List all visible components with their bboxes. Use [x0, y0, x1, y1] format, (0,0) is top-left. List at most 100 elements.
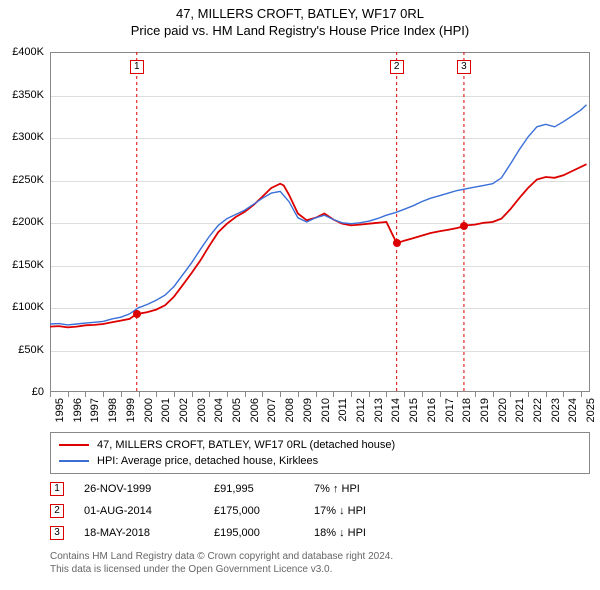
x-tick — [563, 392, 564, 397]
legend-swatch — [59, 460, 89, 462]
x-tick — [316, 392, 317, 397]
x-tick-label: 2005 — [231, 398, 243, 422]
footer-line2: This data is licensed under the Open Gov… — [50, 563, 590, 576]
x-tick-label: 2009 — [302, 398, 314, 422]
x-tick-label: 1995 — [54, 398, 66, 422]
legend-row: 47, MILLERS CROFT, BATLEY, WF17 0RL (det… — [59, 437, 581, 453]
event-row-marker: 2 — [50, 504, 64, 518]
x-tick-label: 2021 — [514, 398, 526, 422]
footer-text: Contains HM Land Registry data © Crown c… — [50, 550, 590, 576]
x-tick-label: 2024 — [567, 398, 579, 422]
x-tick-label: 1996 — [72, 398, 84, 422]
event-row: 126-NOV-1999£91,9957% ↑ HPI — [50, 478, 590, 500]
x-tick-label: 2008 — [284, 398, 296, 422]
legend-label: HPI: Average price, detached house, Kirk… — [97, 455, 318, 467]
x-tick-label: 2025 — [585, 398, 597, 422]
event-row-price: £91,995 — [214, 483, 294, 495]
event-marker-box: 1 — [130, 60, 144, 74]
x-tick — [404, 392, 405, 397]
event-row-price: £175,000 — [214, 505, 294, 517]
x-tick — [298, 392, 299, 397]
x-tick-label: 2002 — [178, 398, 190, 422]
event-row-date: 01-AUG-2014 — [84, 505, 194, 517]
x-tick — [475, 392, 476, 397]
x-tick — [121, 392, 122, 397]
event-row: 3 18-MAY-2018 £195,000 18% ↓ HPI — [50, 522, 590, 544]
events-table: 126-NOV-1999£91,9957% ↑ HPI201-AUG-2014£… — [50, 478, 590, 544]
event-dot — [460, 222, 468, 230]
x-tick-label: 1999 — [125, 398, 137, 422]
x-tick — [457, 392, 458, 397]
x-tick — [262, 392, 263, 397]
event-row-pct: 18% ↓ HPI — [314, 527, 454, 539]
x-tick-label: 2010 — [320, 398, 332, 422]
event-row-pct: 17% ↓ HPI — [314, 505, 454, 517]
legend-row: HPI: Average price, detached house, Kirk… — [59, 453, 581, 469]
x-tick — [581, 392, 582, 397]
series-line-property — [50, 164, 587, 327]
event-row-marker: 3 — [50, 526, 64, 540]
x-tick-label: 2003 — [196, 398, 208, 422]
x-tick-label: 2023 — [550, 398, 562, 422]
x-tick — [440, 392, 441, 397]
x-tick — [156, 392, 157, 397]
event-row-price: £195,000 — [214, 527, 294, 539]
x-tick — [192, 392, 193, 397]
chart-container: 47, MILLERS CROFT, BATLEY, WF17 0RL Pric… — [0, 0, 600, 590]
event-dot — [393, 239, 401, 247]
x-tick — [528, 392, 529, 397]
x-tick — [351, 392, 352, 397]
legend-box: 47, MILLERS CROFT, BATLEY, WF17 0RL (det… — [50, 432, 590, 474]
x-tick-label: 2020 — [497, 398, 509, 422]
y-tick-label: £250K — [0, 174, 44, 186]
x-tick-label: 2004 — [213, 398, 225, 422]
legend-swatch — [59, 444, 89, 446]
x-tick-label: 2015 — [408, 398, 420, 422]
x-tick-label: 2014 — [390, 398, 402, 422]
x-tick-label: 2007 — [266, 398, 278, 422]
x-tick-label: 2000 — [143, 398, 155, 422]
x-tick-label: 2006 — [249, 398, 261, 422]
y-tick-label: £100K — [0, 301, 44, 313]
x-tick — [139, 392, 140, 397]
x-tick — [546, 392, 547, 397]
y-tick-label: £200K — [0, 216, 44, 228]
event-row-date: 18-MAY-2018 — [84, 527, 194, 539]
x-tick-label: 2018 — [461, 398, 473, 422]
x-tick-label: 1997 — [89, 398, 101, 422]
y-tick-label: £0 — [0, 386, 44, 398]
x-tick — [510, 392, 511, 397]
x-tick — [386, 392, 387, 397]
footer-line1: Contains HM Land Registry data © Crown c… — [50, 550, 590, 563]
x-tick — [50, 392, 51, 397]
event-row: 2 01-AUG-2014 £175,000 17% ↓ HPI — [50, 500, 590, 522]
x-tick — [209, 392, 210, 397]
y-tick-label: £300K — [0, 131, 44, 143]
x-tick-label: 2011 — [337, 398, 349, 422]
x-tick — [68, 392, 69, 397]
x-tick-label: 2016 — [426, 398, 438, 422]
legend-label: 47, MILLERS CROFT, BATLEY, WF17 0RL (det… — [97, 439, 395, 451]
x-tick — [422, 392, 423, 397]
event-dot — [133, 310, 141, 318]
chart-svg — [50, 52, 590, 392]
x-tick-label: 2022 — [532, 398, 544, 422]
event-row-date: 26-NOV-1999 — [84, 483, 194, 495]
y-tick-label: £400K — [0, 46, 44, 58]
title-address: 47, MILLERS CROFT, BATLEY, WF17 0RL — [0, 6, 600, 21]
x-tick-label: 2019 — [479, 398, 491, 422]
x-tick — [227, 392, 228, 397]
x-tick-label: 1998 — [107, 398, 119, 422]
y-tick-label: £50K — [0, 344, 44, 356]
x-tick — [333, 392, 334, 397]
event-marker-box: 2 — [390, 60, 404, 74]
event-row-marker: 1 — [50, 482, 64, 496]
x-tick — [493, 392, 494, 397]
title-block: 47, MILLERS CROFT, BATLEY, WF17 0RL Pric… — [0, 0, 600, 38]
x-tick-label: 2012 — [355, 398, 367, 422]
x-tick — [103, 392, 104, 397]
x-tick — [85, 392, 86, 397]
x-tick — [280, 392, 281, 397]
chart-area: £0£50K£100K£150K£200K£250K£300K£350K£400… — [50, 52, 590, 392]
y-tick-label: £350K — [0, 89, 44, 101]
